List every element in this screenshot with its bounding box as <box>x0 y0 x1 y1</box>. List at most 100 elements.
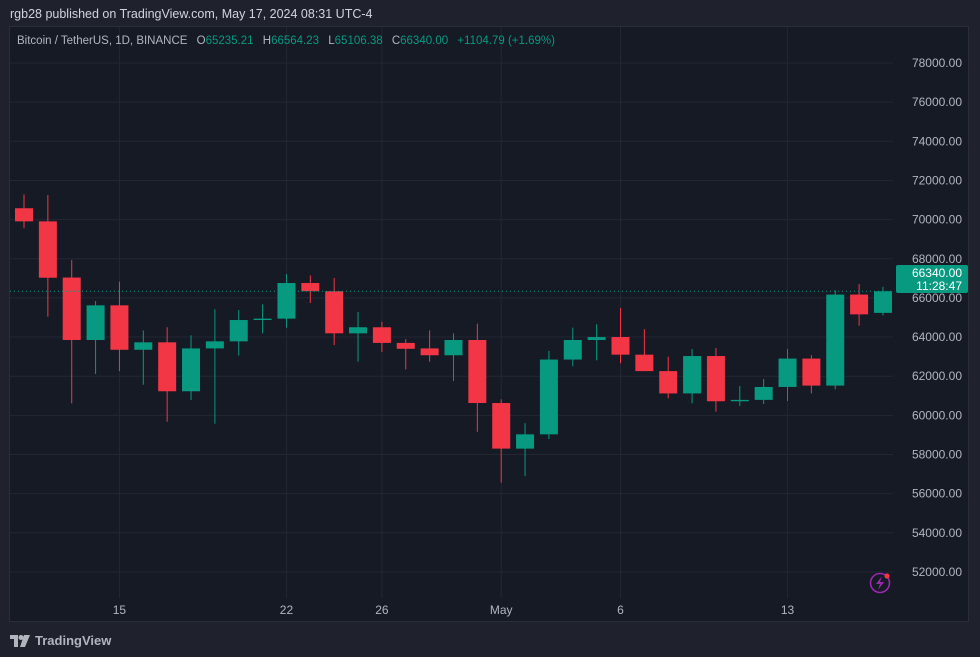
candle <box>349 311 368 362</box>
close-label: C <box>391 35 401 47</box>
open-label: O <box>196 35 206 47</box>
candle-body <box>683 356 702 394</box>
price-axis: 52000.00 54000.00 56000.00 58000.00 60000.00… <box>912 56 962 579</box>
candle <box>778 348 797 402</box>
grid <box>10 27 893 598</box>
brand-label: TradingView <box>35 633 112 648</box>
x-tick-label: 26 <box>375 603 389 617</box>
y-tick-label: 54000.00 <box>912 526 962 540</box>
candle <box>134 330 153 385</box>
lightning-icon[interactable] <box>869 572 891 594</box>
price-badge-countdown: 11:28:47 <box>916 279 962 293</box>
y-tick-label: 60000.00 <box>912 408 962 422</box>
chart-panel[interactable] <box>9 26 969 622</box>
candle-body <box>253 318 272 321</box>
candle <box>38 195 57 317</box>
candle <box>396 339 415 370</box>
price-badge-bg <box>896 265 968 293</box>
x-tick-label: May <box>490 603 513 617</box>
candle <box>182 335 201 401</box>
candle-body <box>873 291 892 313</box>
candle <box>492 399 511 483</box>
open-value: 65235.21 <box>205 35 254 47</box>
y-tick-label: 74000.00 <box>912 134 962 148</box>
candle-body <box>802 358 821 386</box>
candle <box>635 329 654 372</box>
candles <box>15 194 892 483</box>
candle-body <box>850 294 869 315</box>
candle <box>516 423 535 477</box>
ohlc-legend: Bitcoin / TetherUS, 1D, BINANCE O65235.2… <box>17 35 555 47</box>
candle-body <box>539 359 558 435</box>
candle <box>15 194 33 229</box>
y-tick-label: 78000.00 <box>912 56 962 70</box>
candle <box>611 308 630 364</box>
candle-body <box>372 327 391 343</box>
candle <box>683 348 702 404</box>
candle <box>826 290 845 390</box>
candle-body <box>205 341 224 349</box>
tradingview-brand[interactable]: TradingView <box>10 633 111 648</box>
candle <box>253 304 272 334</box>
candle <box>563 327 582 367</box>
y-tick-label: 58000.00 <box>912 448 962 462</box>
x-tick-label: 13 <box>781 603 795 617</box>
candle <box>420 330 439 362</box>
change-value: +1104.79 (+1.69%) <box>457 35 555 47</box>
candle <box>444 333 463 382</box>
candle-body <box>301 283 320 292</box>
candle <box>587 324 606 361</box>
candle <box>539 350 558 440</box>
y-tick-label: 66000.00 <box>912 291 962 305</box>
candle-body <box>134 342 153 350</box>
candle <box>229 310 248 356</box>
candle-body <box>492 403 511 449</box>
price-badge: 66340.00 11:28:47 <box>896 265 968 293</box>
x-tick-label: 22 <box>280 603 294 617</box>
candle-body <box>826 294 845 386</box>
candle-body <box>62 277 81 340</box>
candle <box>754 378 773 404</box>
candle-body <box>444 339 463 356</box>
y-tick-label: 62000.00 <box>912 369 962 383</box>
low-label: L <box>328 35 335 47</box>
y-tick-label: 68000.00 <box>912 252 962 266</box>
candle-body <box>754 386 773 400</box>
candle-body <box>706 356 725 402</box>
candle-body <box>659 371 678 394</box>
candle <box>301 275 320 303</box>
candle <box>802 355 821 394</box>
y-tick-label: 56000.00 <box>912 487 962 501</box>
candle <box>110 281 129 372</box>
candle-body <box>587 337 606 340</box>
y-tick-label: 76000.00 <box>912 95 962 109</box>
candle-body <box>325 291 344 334</box>
y-tick-label: 52000.00 <box>912 565 962 579</box>
candle <box>205 309 224 424</box>
candle <box>372 321 391 353</box>
candle <box>706 348 725 412</box>
x-tick-label: 6 <box>617 603 624 617</box>
candle <box>468 323 487 432</box>
tradingview-logo-icon <box>10 634 30 647</box>
y-tick-label: 72000.00 <box>912 173 962 187</box>
candle-body <box>516 434 535 449</box>
candle-body <box>158 342 177 392</box>
candle-body <box>611 337 630 355</box>
candle-body <box>110 305 129 350</box>
candle <box>850 284 869 326</box>
candle-body <box>229 320 248 342</box>
candle-body <box>468 339 487 404</box>
candle-body <box>396 342 415 349</box>
candle-body <box>182 348 201 392</box>
low-value: 65106.38 <box>334 35 383 47</box>
candle <box>325 277 344 346</box>
candle-body <box>420 348 439 356</box>
candle-body <box>86 305 105 340</box>
candle-body <box>635 354 654 372</box>
y-tick-label: 70000.00 <box>912 213 962 227</box>
high-value: 66564.23 <box>271 35 320 47</box>
time-axis: 15 22 26 May 6 13 <box>113 603 795 617</box>
candle <box>659 356 678 399</box>
